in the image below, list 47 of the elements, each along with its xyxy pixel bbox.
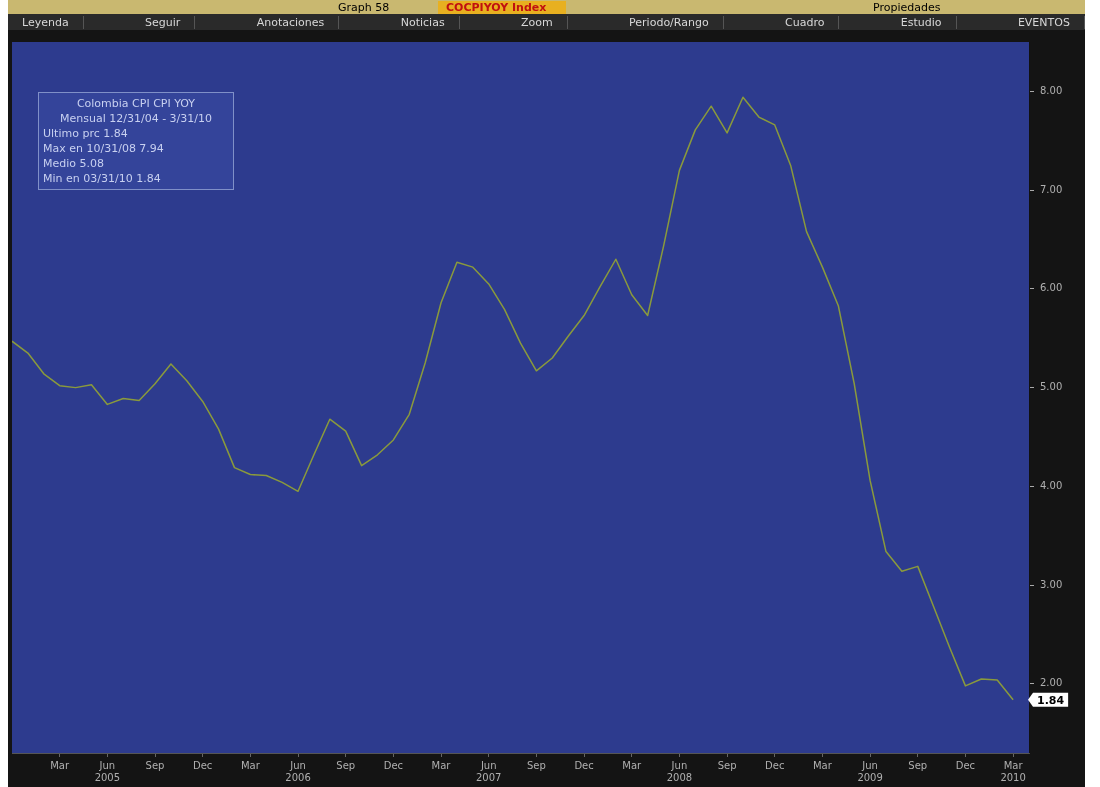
text: Leyenda [8, 15, 84, 29]
annotation: Medio 5.08 [43, 156, 105, 171]
annotation: 1.84 [1037, 693, 1065, 707]
x-tick-label: Mar 2010 [1000, 759, 1026, 783]
annotation: Min en 03/31/10 1.84 [43, 171, 162, 186]
x-tick-label: Mar [431, 759, 452, 771]
annotation: Max en 10/31/08 7.94 [43, 141, 165, 156]
y-tick-label: 4.00 [1040, 479, 1063, 491]
x-tick-label: Dec [193, 759, 213, 771]
x-tick-label: Sep [145, 759, 165, 771]
text: Cuadro [771, 15, 840, 29]
x-tick-label: Mar [240, 759, 261, 771]
x-tick-label: Sep [336, 759, 356, 771]
x-tick-label: Jun 2009 [857, 759, 883, 783]
x-tick-label: Sep [908, 759, 928, 771]
annotation: Colombia CPI CPI YOY [75, 96, 197, 111]
y-tick-label: 7.00 [1040, 183, 1063, 195]
y-tick-label: 3.00 [1040, 578, 1063, 590]
x-tick-label: Dec [383, 759, 404, 771]
chart-title: Graph 58 [338, 0, 390, 14]
x-tick-label: Sep [526, 759, 546, 771]
y-tick-label: 6.00 [1040, 282, 1063, 294]
annotation: Ultimo prc 1.84 [43, 126, 129, 141]
x-tick-label: Mar [812, 759, 833, 771]
x-tick-label: Dec [574, 759, 594, 771]
x-tick-label: Mar [622, 759, 643, 771]
y-tick-label: 8.00 [1040, 84, 1063, 96]
y-tick-label: 2.00 [1040, 677, 1063, 689]
x-tick-label: Mar [50, 759, 70, 771]
x-tick-label: Jun 2007 [475, 759, 502, 783]
x-tick-label: Jun 2008 [666, 759, 693, 783]
x-tick-label: Jun 2006 [285, 759, 311, 783]
y-tick-label: 5.00 [1040, 381, 1063, 393]
text: Propiedades [873, 0, 941, 14]
text: Zoom [506, 15, 568, 29]
x-tick-label: Sep [717, 759, 737, 771]
chart-subtitle: COCPIYOY Index [438, 0, 567, 14]
annotation: Mensual 12/31/04 - 3/31/10 [59, 111, 213, 126]
text: Noticias [386, 15, 460, 29]
text: Seguir [131, 15, 196, 29]
x-tick-label: Dec [955, 759, 976, 771]
text: Anotaciones [242, 15, 340, 29]
text: Estudio [886, 15, 957, 29]
text: Periodo/Rango [615, 15, 724, 29]
text: EVENTOS [1003, 15, 1085, 29]
x-tick-label: Jun 2005 [94, 759, 121, 783]
x-tick-label: Dec [765, 759, 785, 771]
